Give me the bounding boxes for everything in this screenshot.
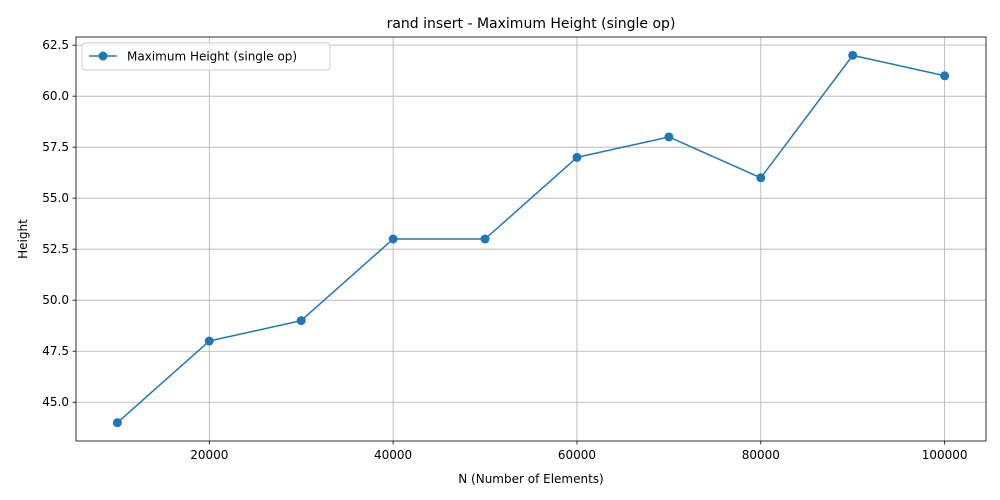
- x-tick-label: 60000: [558, 448, 596, 462]
- series-layer: [112, 50, 950, 428]
- data-point: [112, 418, 122, 428]
- x-tick-label: 20000: [190, 448, 228, 462]
- y-tick-label: 52.5: [42, 242, 69, 256]
- x-tick-label: 100000: [922, 448, 968, 462]
- legend: Maximum Height (single op): [81, 42, 331, 71]
- x-tick-label: 40000: [374, 448, 412, 462]
- axis-ticks: 20000 40000 60000 80000 100000 45.0 47.5 50.0 52…: [42, 38, 967, 462]
- y-axis-label: Height: [16, 219, 30, 259]
- data-point: [756, 173, 766, 183]
- y-tick-label: 50.0: [42, 293, 69, 307]
- data-point: [480, 234, 490, 244]
- data-point: [388, 234, 398, 244]
- y-tick-label: 55.0: [42, 191, 69, 205]
- grid: [76, 37, 986, 441]
- data-point: [572, 152, 582, 162]
- legend-box: [81, 42, 331, 71]
- data-point: [296, 316, 306, 326]
- series-line: [116, 54, 945, 424]
- y-tick-label: 62.5: [42, 38, 69, 52]
- plot-area-frame: [75, 36, 987, 442]
- y-tick-label: 57.5: [42, 140, 69, 154]
- data-point: [940, 71, 950, 81]
- x-tick-label: 80000: [742, 448, 780, 462]
- data-point: [664, 132, 674, 142]
- y-tick-label: 60.0: [42, 89, 69, 103]
- data-point: [204, 336, 214, 346]
- y-tick-label: 45.0: [42, 395, 69, 409]
- data-point: [848, 50, 858, 60]
- chart-title: rand insert - Maximum Height (single op): [387, 16, 676, 32]
- legend-entry-label: Maximum Height (single op): [127, 50, 297, 64]
- x-axis-label: N (Number of Elements): [458, 472, 604, 486]
- legend-marker-swatch: [98, 51, 108, 61]
- y-tick-label: 47.5: [42, 344, 69, 358]
